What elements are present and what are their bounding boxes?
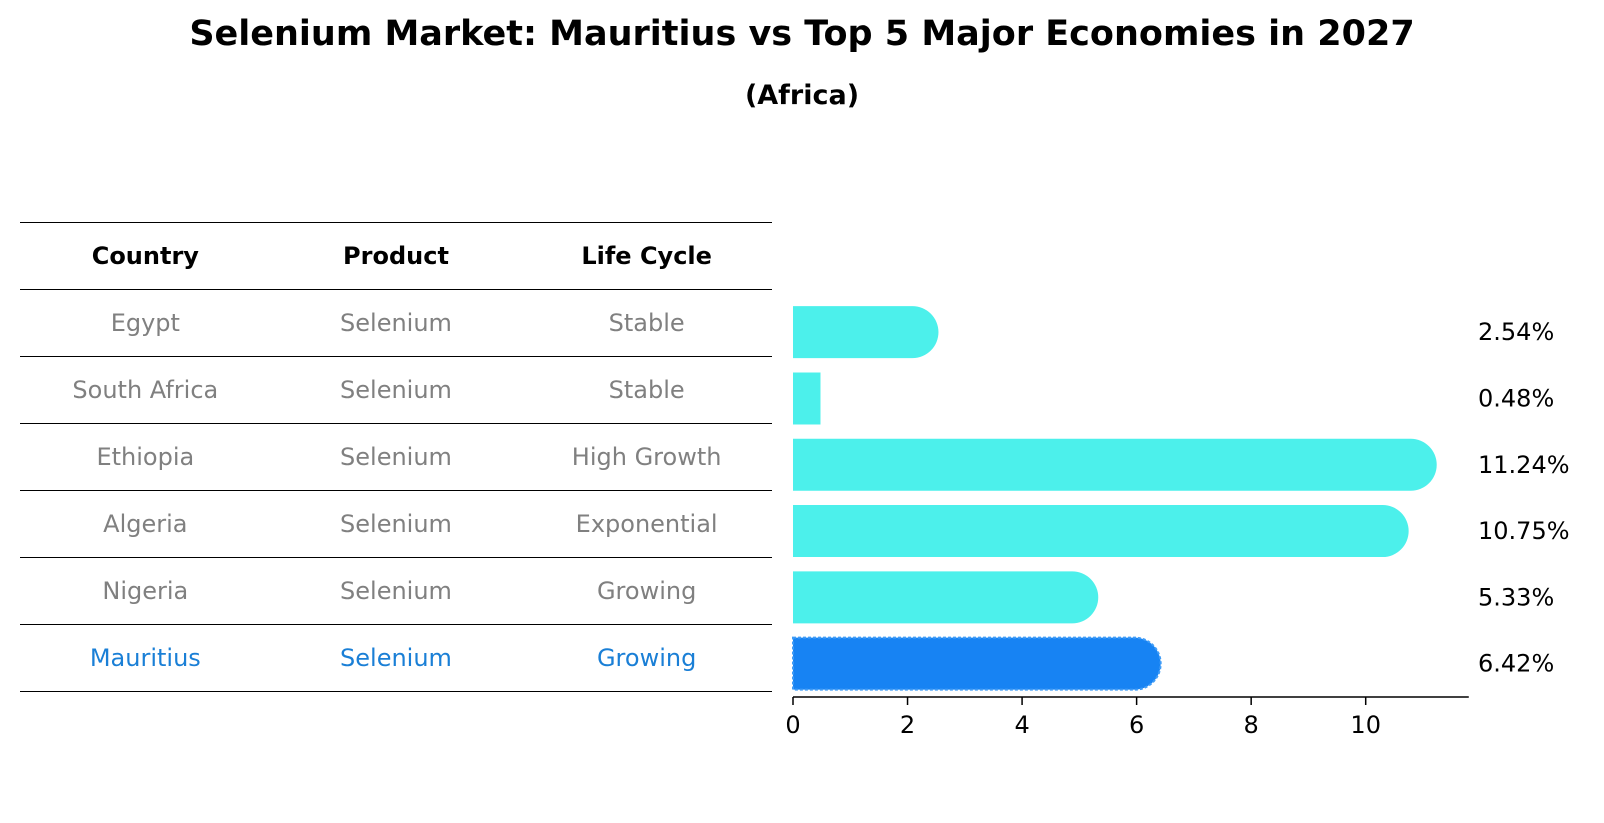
bar-mauritius [792, 636, 1162, 691]
table-header-row: Country Product Life Cycle [20, 222, 772, 289]
data-table: Country Product Life Cycle Egypt Seleniu… [20, 222, 772, 692]
table-row: South Africa Selenium Stable [20, 356, 772, 423]
product-cell: Selenium [340, 443, 452, 471]
x-tick-label: 4 [1014, 711, 1029, 739]
country-cell: South Africa [72, 376, 219, 404]
x-tick-label: 10 [1350, 711, 1381, 739]
data-label: 11.24% [1478, 451, 1570, 479]
x-tick-label: 6 [1129, 711, 1144, 739]
bar-algeria [793, 505, 1409, 558]
table-row: Egypt Selenium Stable [20, 289, 772, 356]
chart-subtitle: (Africa) [744, 80, 860, 111]
country-cell: Nigeria [102, 577, 189, 605]
column-header-country: Country [91, 242, 199, 270]
table-row: Nigeria Selenium Growing [20, 557, 772, 624]
x-tick-label: 0 [785, 711, 800, 739]
chart-title: Selenium Market: Mauritius vs Top 5 Majo… [189, 14, 1415, 54]
product-cell: Selenium [340, 376, 452, 404]
table-row-highlighted: Mauritius Selenium Growing [20, 624, 772, 692]
x-tick-label: 8 [1244, 711, 1259, 739]
country-cell: Mauritius [89, 644, 201, 672]
table-row: Algeria Selenium Exponential [20, 490, 772, 557]
life-cycle-cell: Growing [596, 577, 697, 605]
life-cycle-cell: Stable [608, 309, 685, 337]
country-cell: Egypt [110, 309, 180, 337]
data-label: 10.75% [1478, 517, 1570, 545]
x-tick-label: 2 [900, 711, 915, 739]
life-cycle-cell: High Growth [571, 443, 722, 471]
life-cycle-cell: Exponential [575, 510, 718, 538]
bar-nigeria [793, 571, 1099, 624]
data-label: 0.48% [1478, 384, 1554, 412]
data-label: 6.42% [1478, 650, 1554, 678]
column-header-life-cycle: Life Cycle [581, 242, 712, 270]
product-cell: Selenium [340, 577, 452, 605]
life-cycle-cell: Stable [608, 376, 685, 404]
bar-ethiopia [793, 438, 1437, 491]
country-cell: Algeria [103, 510, 188, 538]
product-cell: Selenium [340, 644, 452, 672]
bar-south-africa [793, 372, 821, 425]
life-cycle-cell: Growing [596, 644, 697, 672]
column-header-product: Product [343, 242, 449, 270]
product-cell: Selenium [340, 510, 452, 538]
data-label: 2.54% [1478, 318, 1554, 346]
bar-egypt [793, 306, 939, 359]
country-cell: Ethiopia [96, 443, 195, 471]
table-row: Ethiopia Selenium High Growth [20, 423, 772, 490]
data-label: 5.33% [1478, 583, 1554, 611]
product-cell: Selenium [340, 309, 452, 337]
